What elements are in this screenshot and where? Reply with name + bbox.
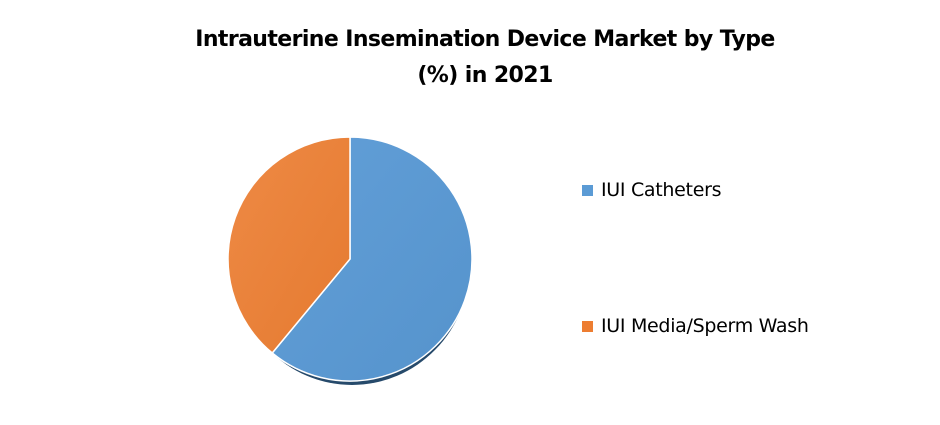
legend-label-iui-catheters: IUI Catheters <box>601 179 722 201</box>
pie-chart <box>220 136 484 394</box>
chart-title-line-1: Intrauterine Insemination Device Market … <box>195 27 775 52</box>
legend-swatch-iui-catheters <box>582 184 593 196</box>
legend-label-iui-media-sperm-wash: IUI Media/Sperm Wash <box>601 315 809 337</box>
legend-item-iui-media-sperm-wash: IUI Media/Sperm Wash <box>582 315 809 337</box>
pie-slices <box>227 136 473 382</box>
pie-slice-iui-catheters <box>271 136 473 382</box>
chart-title: Intrauterine Insemination Device Market … <box>0 22 940 94</box>
pie-chart-svg <box>227 136 473 385</box>
legend-swatch-iui-media-sperm-wash <box>582 320 593 332</box>
legend-item-iui-catheters: IUI Catheters <box>582 179 722 201</box>
pie-slice-iui-media-sperm-wash <box>227 136 351 354</box>
chart-title-line-2: (%) in 2021 <box>417 63 553 88</box>
